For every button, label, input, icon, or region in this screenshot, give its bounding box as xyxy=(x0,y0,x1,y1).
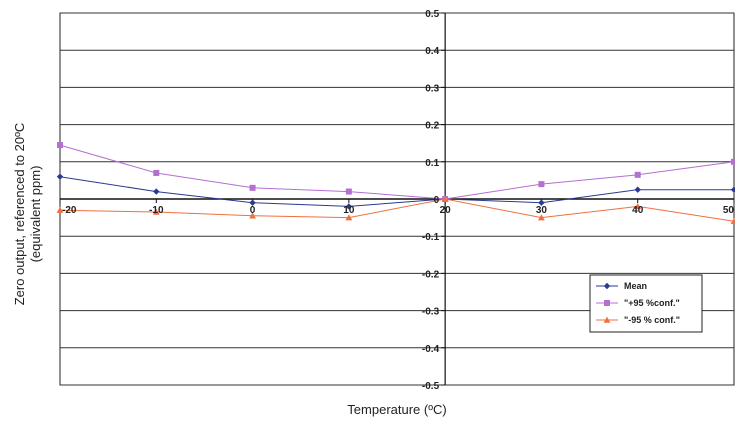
data-point xyxy=(153,188,160,195)
y-axis-title-line2: (equivalent ppm) xyxy=(28,166,43,263)
data-point xyxy=(249,184,256,191)
data-point xyxy=(56,173,64,180)
y-tick-label: 0.1 xyxy=(425,158,439,169)
legend-item: Mean xyxy=(596,281,647,291)
x-tick-label: 0 xyxy=(250,205,256,216)
data-point xyxy=(152,208,160,215)
series-2 xyxy=(56,195,735,225)
data-point xyxy=(538,214,545,221)
data-point xyxy=(730,217,735,225)
x-tick-label: 20 xyxy=(440,205,452,216)
data-point xyxy=(249,212,256,219)
data-point xyxy=(634,203,642,210)
series-layer xyxy=(56,142,735,225)
tick-labels-layer: 0.5 0.4 0.3 0.2 0.1 0 -0.1 -0.2 -0.3 -0.4 -0.5 -20 -… xyxy=(62,9,734,392)
legend-item: "+95 %conf." xyxy=(596,298,680,308)
x-tick-label: -10 xyxy=(149,205,164,216)
data-point xyxy=(249,199,256,206)
x-tick-label: 50 xyxy=(723,205,735,216)
data-point xyxy=(56,206,64,213)
y-axis-title: Zero output, referenced to 20ºC xyxy=(12,123,27,306)
x-tick-label: 10 xyxy=(343,205,355,216)
y-tick-label: -0.4 xyxy=(422,344,440,355)
legend: Mean "+95 %conf." "-95 % conf." xyxy=(589,274,703,333)
y-tick-label: -0.2 xyxy=(422,269,440,280)
y-tick-label: -0.5 xyxy=(422,381,440,392)
y-tick-label: 0.4 xyxy=(425,46,439,57)
legend-label: "-95 % conf." xyxy=(624,315,680,325)
y-tick-label: 0.3 xyxy=(425,83,439,94)
y-tick-label: 0 xyxy=(434,195,440,206)
data-point xyxy=(57,142,63,149)
data-point xyxy=(538,199,545,206)
data-point xyxy=(634,186,641,193)
legend-item: "-95 % conf." xyxy=(596,315,680,325)
series-line xyxy=(59,198,735,222)
series-line xyxy=(59,176,734,207)
data-point xyxy=(345,203,353,210)
data-point xyxy=(730,186,735,193)
series-1 xyxy=(57,142,735,202)
y-tick-label: -0.1 xyxy=(422,232,440,243)
legend-items: Mean "+95 %conf." "-95 % conf." xyxy=(596,281,680,325)
data-point xyxy=(634,171,641,178)
x-tick-label: -20 xyxy=(62,205,77,216)
legend-label: "+95 %conf." xyxy=(624,298,680,308)
x-tick-label: 40 xyxy=(632,205,644,216)
data-point xyxy=(538,181,545,188)
x-tick-label: 30 xyxy=(536,205,548,216)
data-point xyxy=(731,158,735,165)
y-tick-label: 0.5 xyxy=(425,9,439,20)
data-point xyxy=(441,195,449,202)
data-point xyxy=(345,188,352,195)
data-point xyxy=(153,169,160,176)
series-line xyxy=(59,144,735,200)
legend-marker xyxy=(604,300,610,306)
legend-label: Mean xyxy=(624,281,647,291)
y-tick-label: 0.2 xyxy=(425,121,439,132)
series-0 xyxy=(56,173,735,210)
legend-marker xyxy=(603,282,611,290)
x-axis-title: Temperature (ºC) xyxy=(347,402,446,417)
data-point xyxy=(345,214,353,221)
legend-marker xyxy=(603,316,611,323)
y-tick-label: -0.3 xyxy=(422,307,440,318)
